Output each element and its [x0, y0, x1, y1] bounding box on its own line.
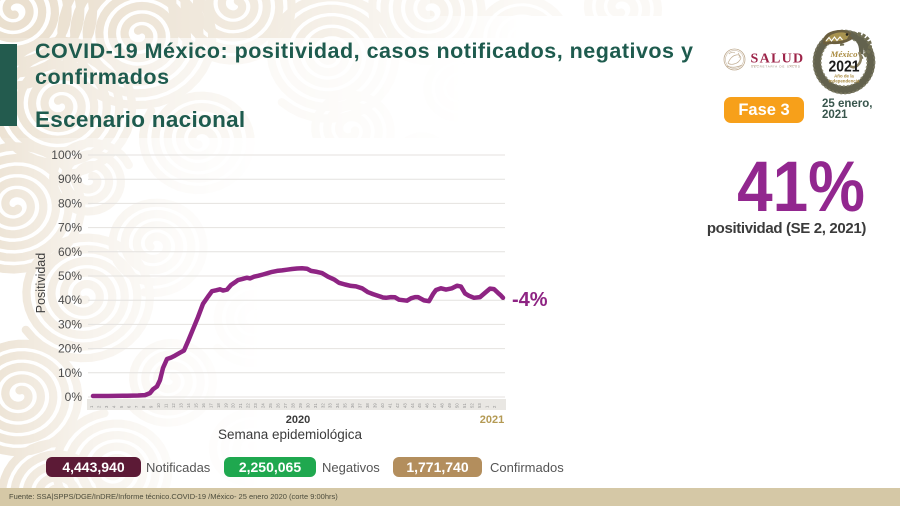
svg-text:38: 38	[365, 403, 370, 408]
svg-text:SECRETARÍA DE SALUD: SECRETARÍA DE SALUD	[751, 65, 801, 69]
svg-text:90%: 90%	[58, 172, 82, 186]
svg-text:51: 51	[462, 403, 467, 408]
svg-text:44: 44	[410, 403, 415, 408]
svg-text:48: 48	[440, 403, 445, 408]
svg-text:16: 16	[201, 403, 206, 408]
svg-text:10: 10	[156, 403, 161, 408]
svg-text:2: 2	[492, 405, 497, 408]
svg-text:29: 29	[298, 403, 303, 408]
svg-text:2021: 2021	[829, 59, 860, 76]
svg-text:24: 24	[261, 403, 266, 408]
svg-text:9: 9	[149, 405, 154, 408]
svg-text:2020: 2020	[286, 414, 310, 426]
svg-text:1: 1	[484, 405, 489, 408]
svg-text:22: 22	[246, 403, 251, 408]
svg-text:0%: 0%	[65, 390, 83, 404]
svg-text:Semana epidemiológica: Semana epidemiológica	[218, 427, 363, 442]
svg-text:30%: 30%	[58, 317, 82, 331]
svg-text:31: 31	[313, 403, 318, 408]
svg-text:60%: 60%	[58, 245, 82, 259]
svg-text:Positividad: Positividad	[34, 253, 48, 313]
svg-text:7: 7	[134, 405, 139, 408]
svg-text:43: 43	[402, 403, 407, 408]
svg-text:23: 23	[253, 403, 258, 408]
svg-text:6: 6	[126, 405, 131, 408]
svg-text:19: 19	[223, 403, 228, 408]
svg-text:12: 12	[171, 403, 176, 408]
svg-text:42: 42	[395, 403, 400, 408]
svg-text:37: 37	[358, 403, 363, 408]
svg-text:17: 17	[208, 403, 213, 408]
svg-text:Independencia: Independencia	[829, 79, 860, 84]
svg-text:SALUD: SALUD	[751, 52, 805, 67]
svg-text:34: 34	[335, 403, 340, 408]
svg-text:25: 25	[268, 403, 273, 408]
svg-text:-4%: -4%	[512, 289, 548, 311]
svg-text:8: 8	[141, 405, 146, 408]
svg-text:36: 36	[350, 403, 355, 408]
svg-text:15: 15	[193, 403, 198, 408]
svg-text:3: 3	[104, 405, 109, 408]
svg-text:30: 30	[305, 403, 310, 408]
svg-text:100%: 100%	[51, 148, 82, 162]
svg-text:México: México	[829, 49, 857, 59]
svg-text:52: 52	[470, 403, 475, 408]
svg-text:2: 2	[97, 405, 102, 408]
svg-text:11: 11	[164, 403, 169, 408]
svg-text:18: 18	[216, 403, 221, 408]
svg-text:14: 14	[186, 403, 191, 408]
svg-text:13: 13	[179, 403, 184, 408]
svg-text:80%: 80%	[58, 196, 82, 210]
svg-text:26: 26	[276, 403, 281, 408]
svg-text:27: 27	[283, 403, 288, 408]
svg-text:20: 20	[231, 403, 236, 408]
svg-text:41: 41	[387, 403, 392, 408]
svg-text:21: 21	[238, 403, 243, 408]
svg-text:5: 5	[119, 405, 124, 408]
svg-text:47: 47	[432, 403, 437, 408]
svg-text:46: 46	[425, 403, 430, 408]
svg-text:20%: 20%	[58, 342, 82, 356]
svg-text:40: 40	[380, 403, 385, 408]
svg-text:33: 33	[328, 403, 333, 408]
svg-text:49: 49	[447, 403, 452, 408]
svg-text:1: 1	[89, 405, 94, 408]
svg-text:Año de la: Año de la	[834, 74, 854, 79]
svg-text:50%: 50%	[58, 269, 82, 283]
svg-text:40%: 40%	[58, 293, 82, 307]
svg-text:32: 32	[320, 403, 325, 408]
svg-text:53: 53	[477, 403, 482, 408]
svg-text:70%: 70%	[58, 221, 82, 235]
svg-text:4: 4	[111, 405, 116, 408]
svg-text:10%: 10%	[58, 366, 82, 380]
svg-text:2021: 2021	[480, 414, 504, 426]
svg-text:35: 35	[343, 403, 348, 408]
svg-text:39: 39	[373, 403, 378, 408]
svg-text:45: 45	[417, 403, 422, 408]
svg-text:28: 28	[290, 403, 295, 408]
svg-text:50: 50	[455, 403, 460, 408]
